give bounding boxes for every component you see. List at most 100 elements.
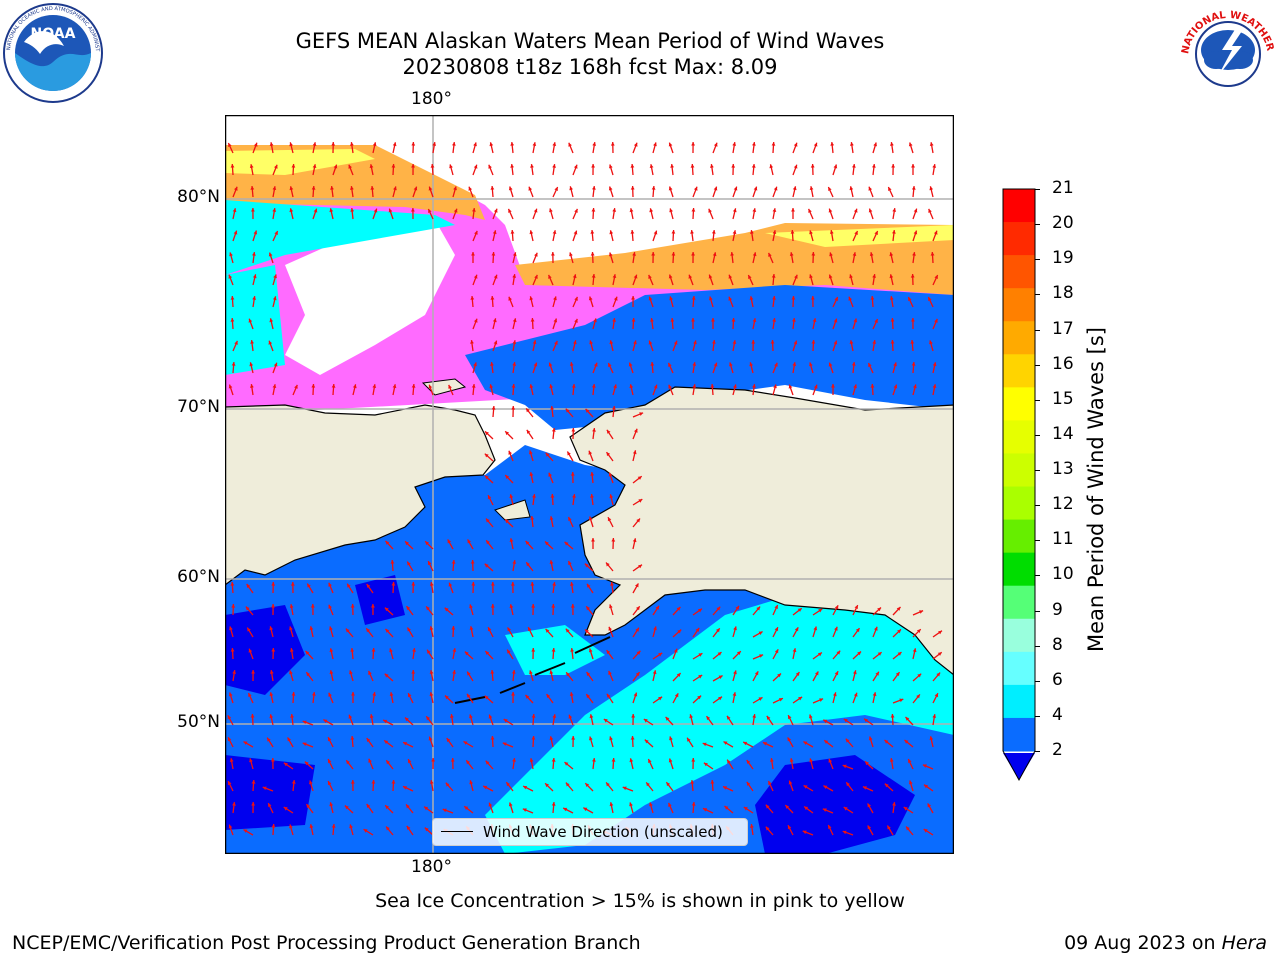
wind-wave-arrowhead <box>658 652 663 657</box>
wind-wave-arrowhead <box>253 142 258 147</box>
wind-wave-arrowhead <box>709 296 713 301</box>
wind-wave-arrowhead <box>530 318 535 322</box>
wind-wave-arrowhead <box>668 802 672 807</box>
wind-wave-arrowhead <box>529 670 533 675</box>
wind-wave-arrowhead <box>911 362 916 366</box>
wind-wave-arrowhead <box>525 695 530 699</box>
wind-wave-arrowhead <box>505 431 509 436</box>
wind-wave-arrowhead <box>302 720 307 725</box>
wind-wave-arrowhead <box>512 318 517 323</box>
wind-wave-arrowhead <box>534 252 538 257</box>
wind-wave-arrowhead <box>792 648 797 653</box>
wind-wave-arrowhead <box>608 186 613 191</box>
wind-wave-arrowhead <box>490 604 495 608</box>
wind-wave-arrowhead <box>247 627 251 632</box>
wind-wave-arrowhead <box>695 627 700 632</box>
wind-wave-arrowhead <box>329 670 334 675</box>
wind-wave-arrowhead <box>710 164 714 168</box>
wind-wave-arrowhead <box>350 142 354 146</box>
wind-wave-arrowhead <box>723 786 727 790</box>
wind-wave-arrowhead <box>246 584 251 588</box>
wind-wave-arrowhead <box>908 297 912 301</box>
wind-wave-arrowhead <box>272 384 277 388</box>
wind-wave-arrowhead <box>491 252 496 256</box>
wind-wave-arrowhead <box>488 714 493 719</box>
wind-wave-arrowhead <box>329 648 334 653</box>
wind-wave-arrowhead <box>472 208 476 212</box>
wind-wave-arrowhead <box>548 472 552 477</box>
wind-wave-arrowhead <box>272 296 277 301</box>
wind-wave-arrowhead <box>250 384 254 388</box>
wind-wave-arrowhead <box>487 627 492 632</box>
wind-wave-arrowhead <box>453 186 457 191</box>
wind-wave-arrowhead <box>899 698 904 703</box>
wind-wave-arrowhead <box>691 142 695 146</box>
wind-wave-arrowhead <box>426 716 430 721</box>
wind-wave-arrowhead <box>490 296 495 300</box>
aleutian-islands <box>454 636 611 704</box>
wind-wave-arrowhead <box>232 802 236 806</box>
wind-wave-arrowhead <box>670 164 674 168</box>
wind-wave-arrowhead <box>574 208 578 213</box>
legend-label: Wind Wave Direction (unscaled) <box>483 823 723 841</box>
wind-wave-arrowhead <box>697 695 702 700</box>
colorbar-tick-label: 13 <box>1052 459 1074 479</box>
wind-wave-arrowhead <box>606 562 610 567</box>
wind-wave-arrowhead <box>473 318 478 323</box>
wind-wave-arrowhead <box>328 604 332 609</box>
wind-wave-arrowhead <box>574 296 578 301</box>
wind-wave-arrowhead <box>252 296 256 300</box>
wind-wave-arrowhead <box>892 230 896 234</box>
wind-wave-arrowhead <box>229 252 233 257</box>
wind-wave-arrowhead <box>233 230 238 235</box>
wind-wave-arrowhead <box>778 698 783 702</box>
wind-wave-arrowhead <box>529 472 534 477</box>
wind-wave-arrowhead <box>650 318 654 322</box>
wind-wave-arrowhead <box>566 672 570 677</box>
wind-wave-arrowhead <box>427 649 431 654</box>
wind-wave-arrowhead <box>843 807 848 811</box>
wind-wave-arrowhead <box>485 760 490 765</box>
wind-wave-arrowhead <box>922 764 927 768</box>
wind-wave-arrowhead <box>606 429 611 434</box>
lon-label-top: 180° <box>411 89 452 109</box>
wind-wave-arrowhead <box>629 208 634 213</box>
wind-wave-arrowhead <box>569 252 573 257</box>
wind-wave-arrowhead <box>471 384 476 388</box>
wind-wave-arrowhead <box>868 736 873 741</box>
wind-wave-arrowhead <box>531 604 536 608</box>
wind-wave-arrowhead <box>348 714 353 719</box>
wind-wave-arrowhead <box>713 362 718 367</box>
colorbar-cell <box>1003 552 1035 587</box>
wind-wave-arrowhead <box>609 494 614 499</box>
wind-wave-arrowhead <box>629 384 634 389</box>
wind-wave-arrowhead <box>603 719 608 723</box>
wind-wave-arrowhead <box>913 230 918 235</box>
wind-wave-arrowhead <box>373 208 378 213</box>
wind-wave-arrowhead <box>676 673 681 677</box>
wind-wave-arrowhead <box>771 142 776 146</box>
colorbar-tick-label: 4 <box>1052 704 1063 725</box>
wind-wave-arrowhead <box>405 717 409 722</box>
wind-wave-arrowhead <box>350 736 355 740</box>
wind-wave-arrowhead <box>813 142 818 147</box>
wind-wave-arrowhead <box>590 230 595 234</box>
wind-wave-arrowhead <box>819 698 824 702</box>
wind-wave-arrowhead <box>609 802 614 807</box>
wind-wave-arrowhead <box>716 628 720 633</box>
wind-wave-arrowhead <box>545 783 549 788</box>
colorbar-tick-mark <box>1035 259 1040 261</box>
wind-wave-arrowhead <box>892 802 896 806</box>
wind-wave-arrowhead <box>910 274 915 278</box>
wind-wave-arrowhead <box>828 274 833 279</box>
wind-wave-arrowhead <box>746 760 751 764</box>
wind-wave-arrowhead <box>609 736 613 741</box>
wind-wave-arrowhead <box>385 805 389 810</box>
wind-wave-arrowhead <box>845 738 850 743</box>
wind-wave-arrowhead <box>671 230 676 234</box>
wind-wave-arrowhead <box>571 428 576 432</box>
wind-wave-arrowhead <box>510 582 515 586</box>
wind-wave-arrowhead <box>269 692 274 697</box>
wind-wave-arrowhead <box>590 252 595 256</box>
wind-wave-arrowhead <box>691 802 696 806</box>
